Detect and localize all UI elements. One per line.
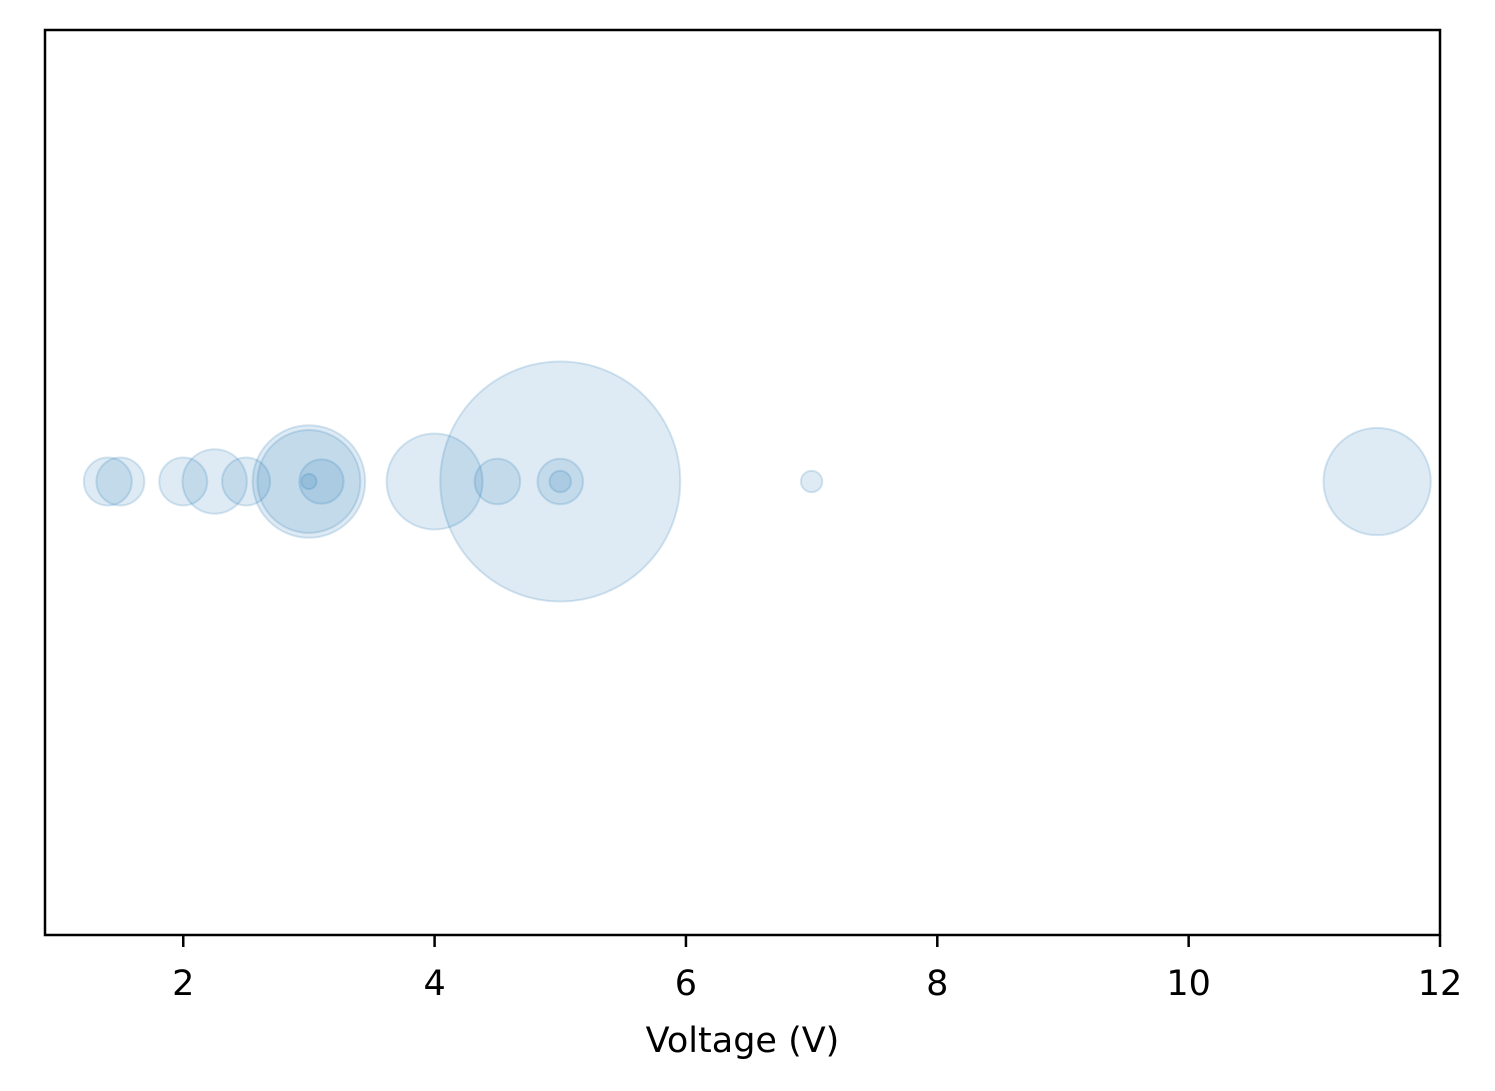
bubble-point-8 [298,458,345,505]
x-axis: 2 4 6 8 10 12 [172,935,1462,1004]
x-tick-label: 2 [172,964,194,1004]
bubble-point-13 [548,469,573,494]
bubble-point-10 [473,457,522,506]
plot-frame [43,28,1442,937]
x-tick-label: 6 [675,964,697,1004]
bubble-point-12 [536,457,585,506]
x-tick-label: 10 [1166,964,1211,1004]
bubble-point-9 [385,432,484,531]
bubble-point-0 [82,456,133,507]
x-tick-label: 12 [1418,964,1463,1004]
bubble-point-1 [95,456,146,507]
bubble-point-4 [221,456,272,507]
bubble-point-2 [158,456,209,507]
x-axis-label: Voltage (V) [646,1021,840,1061]
bubble-point-11 [439,360,682,603]
bubble-point-6 [256,429,362,534]
bubble-point-15 [1322,426,1432,537]
bubble-point-3 [181,448,248,515]
bubble-point-5 [251,424,367,539]
x-tick-label: 8 [926,964,948,1004]
x-tick-label: 4 [423,964,445,1004]
bubble-point-14 [799,469,824,494]
bubble-layer [82,360,1432,603]
bubble-point-7 [300,472,318,491]
